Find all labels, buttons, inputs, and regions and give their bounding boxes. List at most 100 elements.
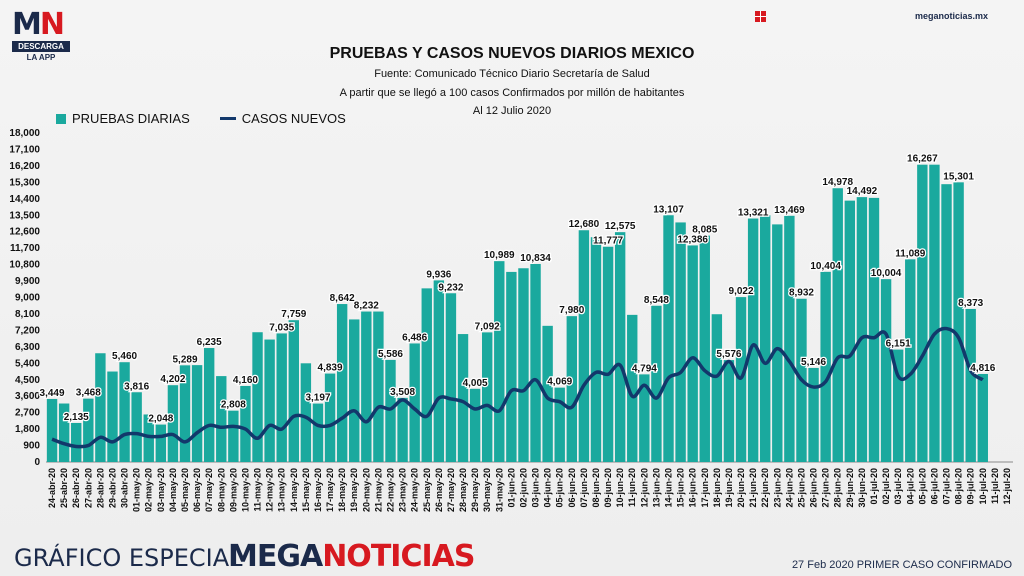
bar: [336, 304, 348, 462]
bar: [445, 293, 457, 462]
x-tick-label: 25-jun-20: [796, 468, 806, 508]
bar: [457, 334, 469, 462]
bar-data-label: 14,492: [847, 186, 878, 197]
bar-data-label: 8,085: [692, 225, 717, 236]
bar-data-label: 2,808: [221, 400, 246, 411]
bar: [953, 182, 964, 462]
x-tick-label: 08-may-20: [216, 468, 226, 512]
y-tick-label: 12,600: [9, 227, 40, 238]
bar: [167, 385, 179, 462]
bar: [675, 222, 686, 462]
bar: [71, 422, 82, 462]
bar: [868, 197, 880, 462]
x-tick-label: 04-jun-20: [543, 468, 553, 508]
x-tick-label: 09-jun-20: [603, 468, 613, 508]
x-tick-label: 24-may-20: [410, 468, 420, 512]
y-tick-label: 15,300: [9, 177, 40, 188]
legend-bar-label: PRUEBAS DIARIAS: [72, 111, 190, 126]
bar: [905, 259, 916, 462]
x-tick-label: 24-jun-20: [784, 468, 794, 508]
bar-data-label: 16,267: [907, 154, 938, 165]
bar-data-label: 3,468: [76, 388, 101, 399]
bar-data-label: 3,816: [124, 381, 149, 392]
x-tick-label: 23-may-20: [398, 468, 408, 512]
bar: [929, 164, 940, 462]
x-tick-label: 05-may-20: [180, 468, 190, 512]
bar: [856, 197, 868, 462]
chart-legend: PRUEBAS DIARIAS CASOS NUEVOS: [56, 111, 346, 126]
legend-line-swatch: [219, 117, 236, 120]
x-tick-label: 08-jul-20: [954, 468, 964, 505]
x-tick-label: 29-may-20: [470, 468, 480, 512]
bar: [349, 319, 360, 462]
bar: [469, 388, 481, 462]
logo-app-label: LA APP: [26, 53, 56, 62]
x-tick-label: 20-jun-20: [736, 468, 746, 508]
x-tick-label: 22-may-20: [385, 468, 395, 512]
x-tick-label: 04-may-20: [168, 468, 178, 512]
bar: [203, 348, 215, 462]
y-tick-label: 3,600: [15, 391, 40, 402]
site-url[interactable]: meganoticias.mx: [914, 11, 988, 21]
bar-data-label: 2,135: [64, 412, 89, 423]
bar: [119, 362, 130, 462]
x-tick-label: 30-jun-20: [857, 468, 867, 508]
bar: [252, 332, 263, 462]
x-tick-label: 01-jul-20: [869, 468, 879, 505]
x-tick-label: 14-jun-20: [664, 468, 674, 508]
bar-data-label: 11,777: [593, 236, 623, 247]
bar-data-label: 4,069: [547, 377, 572, 388]
legend-bar-swatch: [56, 113, 66, 124]
x-tick-label: 20-may-20: [361, 468, 371, 512]
footer-brand-a: MEGA: [228, 539, 323, 574]
bar: [760, 215, 771, 462]
bar-data-label: 7,759: [281, 309, 306, 320]
bar-data-label: 4,794: [632, 363, 657, 374]
x-tick-label: 17-may-20: [325, 468, 335, 512]
bar: [711, 314, 723, 462]
x-tick-label: 03-may-20: [156, 468, 166, 512]
bar-data-label: 8,232: [354, 301, 379, 312]
y-tick-label: 13,500: [9, 210, 40, 221]
app-logo[interactable]: MN DESCARGA LA APP: [12, 10, 70, 62]
x-tick-label: 21-may-20: [373, 468, 383, 512]
y-tick-label: 7,200: [15, 325, 40, 336]
chart-subtitle-source: Fuente: Comunicado Técnico Diario Secret…: [374, 68, 650, 80]
bar: [687, 245, 698, 462]
bar: [228, 410, 239, 462]
bar: [772, 224, 783, 462]
bar: [614, 232, 626, 462]
x-tick-label: 12-may-20: [265, 468, 275, 512]
x-tick-label: 26-may-20: [434, 468, 444, 512]
y-tick-label: 900: [23, 441, 40, 452]
x-tick-label: 25-may-20: [422, 468, 432, 512]
y-tick-label: 2,700: [15, 408, 40, 419]
bar: [131, 392, 142, 462]
bar-data-label: 4,839: [318, 363, 343, 374]
bar: [324, 373, 336, 462]
chart-subtitle-criteria: A partir que se llegó a 100 casos Confir…: [339, 87, 685, 99]
bar-data-label: 7,980: [559, 305, 584, 316]
chart-title: PRUEBAS Y CASOS NUEVOS DIARIOS MEXICO: [329, 45, 695, 62]
x-tick-label: 01-jun-20: [506, 468, 516, 508]
bar: [397, 397, 408, 462]
y-tick-label: 14,400: [9, 194, 40, 205]
logo-mark: MN: [12, 7, 65, 42]
bar-data-label: 3,197: [305, 393, 330, 404]
bar: [663, 215, 674, 462]
bar: [421, 288, 432, 462]
x-tick-label: 07-may-20: [204, 468, 214, 512]
bar: [143, 414, 154, 462]
bar-data-label: 14,978: [822, 177, 853, 188]
x-tick-label: 15-jun-20: [676, 468, 686, 508]
bar: [627, 314, 638, 462]
x-tick-label: 15-may-20: [301, 468, 311, 512]
x-tick-label: 27-jun-20: [821, 468, 831, 508]
bar-data-label: 13,321: [738, 208, 769, 219]
x-tick-label: 27-abr-20: [83, 468, 93, 508]
bar-data-label: 4,202: [160, 374, 185, 385]
bar-data-label: 9,936: [426, 269, 451, 280]
bar: [312, 403, 324, 462]
bar-data-label: 6,235: [197, 337, 222, 348]
x-tick-label: 11-jun-20: [627, 468, 637, 507]
